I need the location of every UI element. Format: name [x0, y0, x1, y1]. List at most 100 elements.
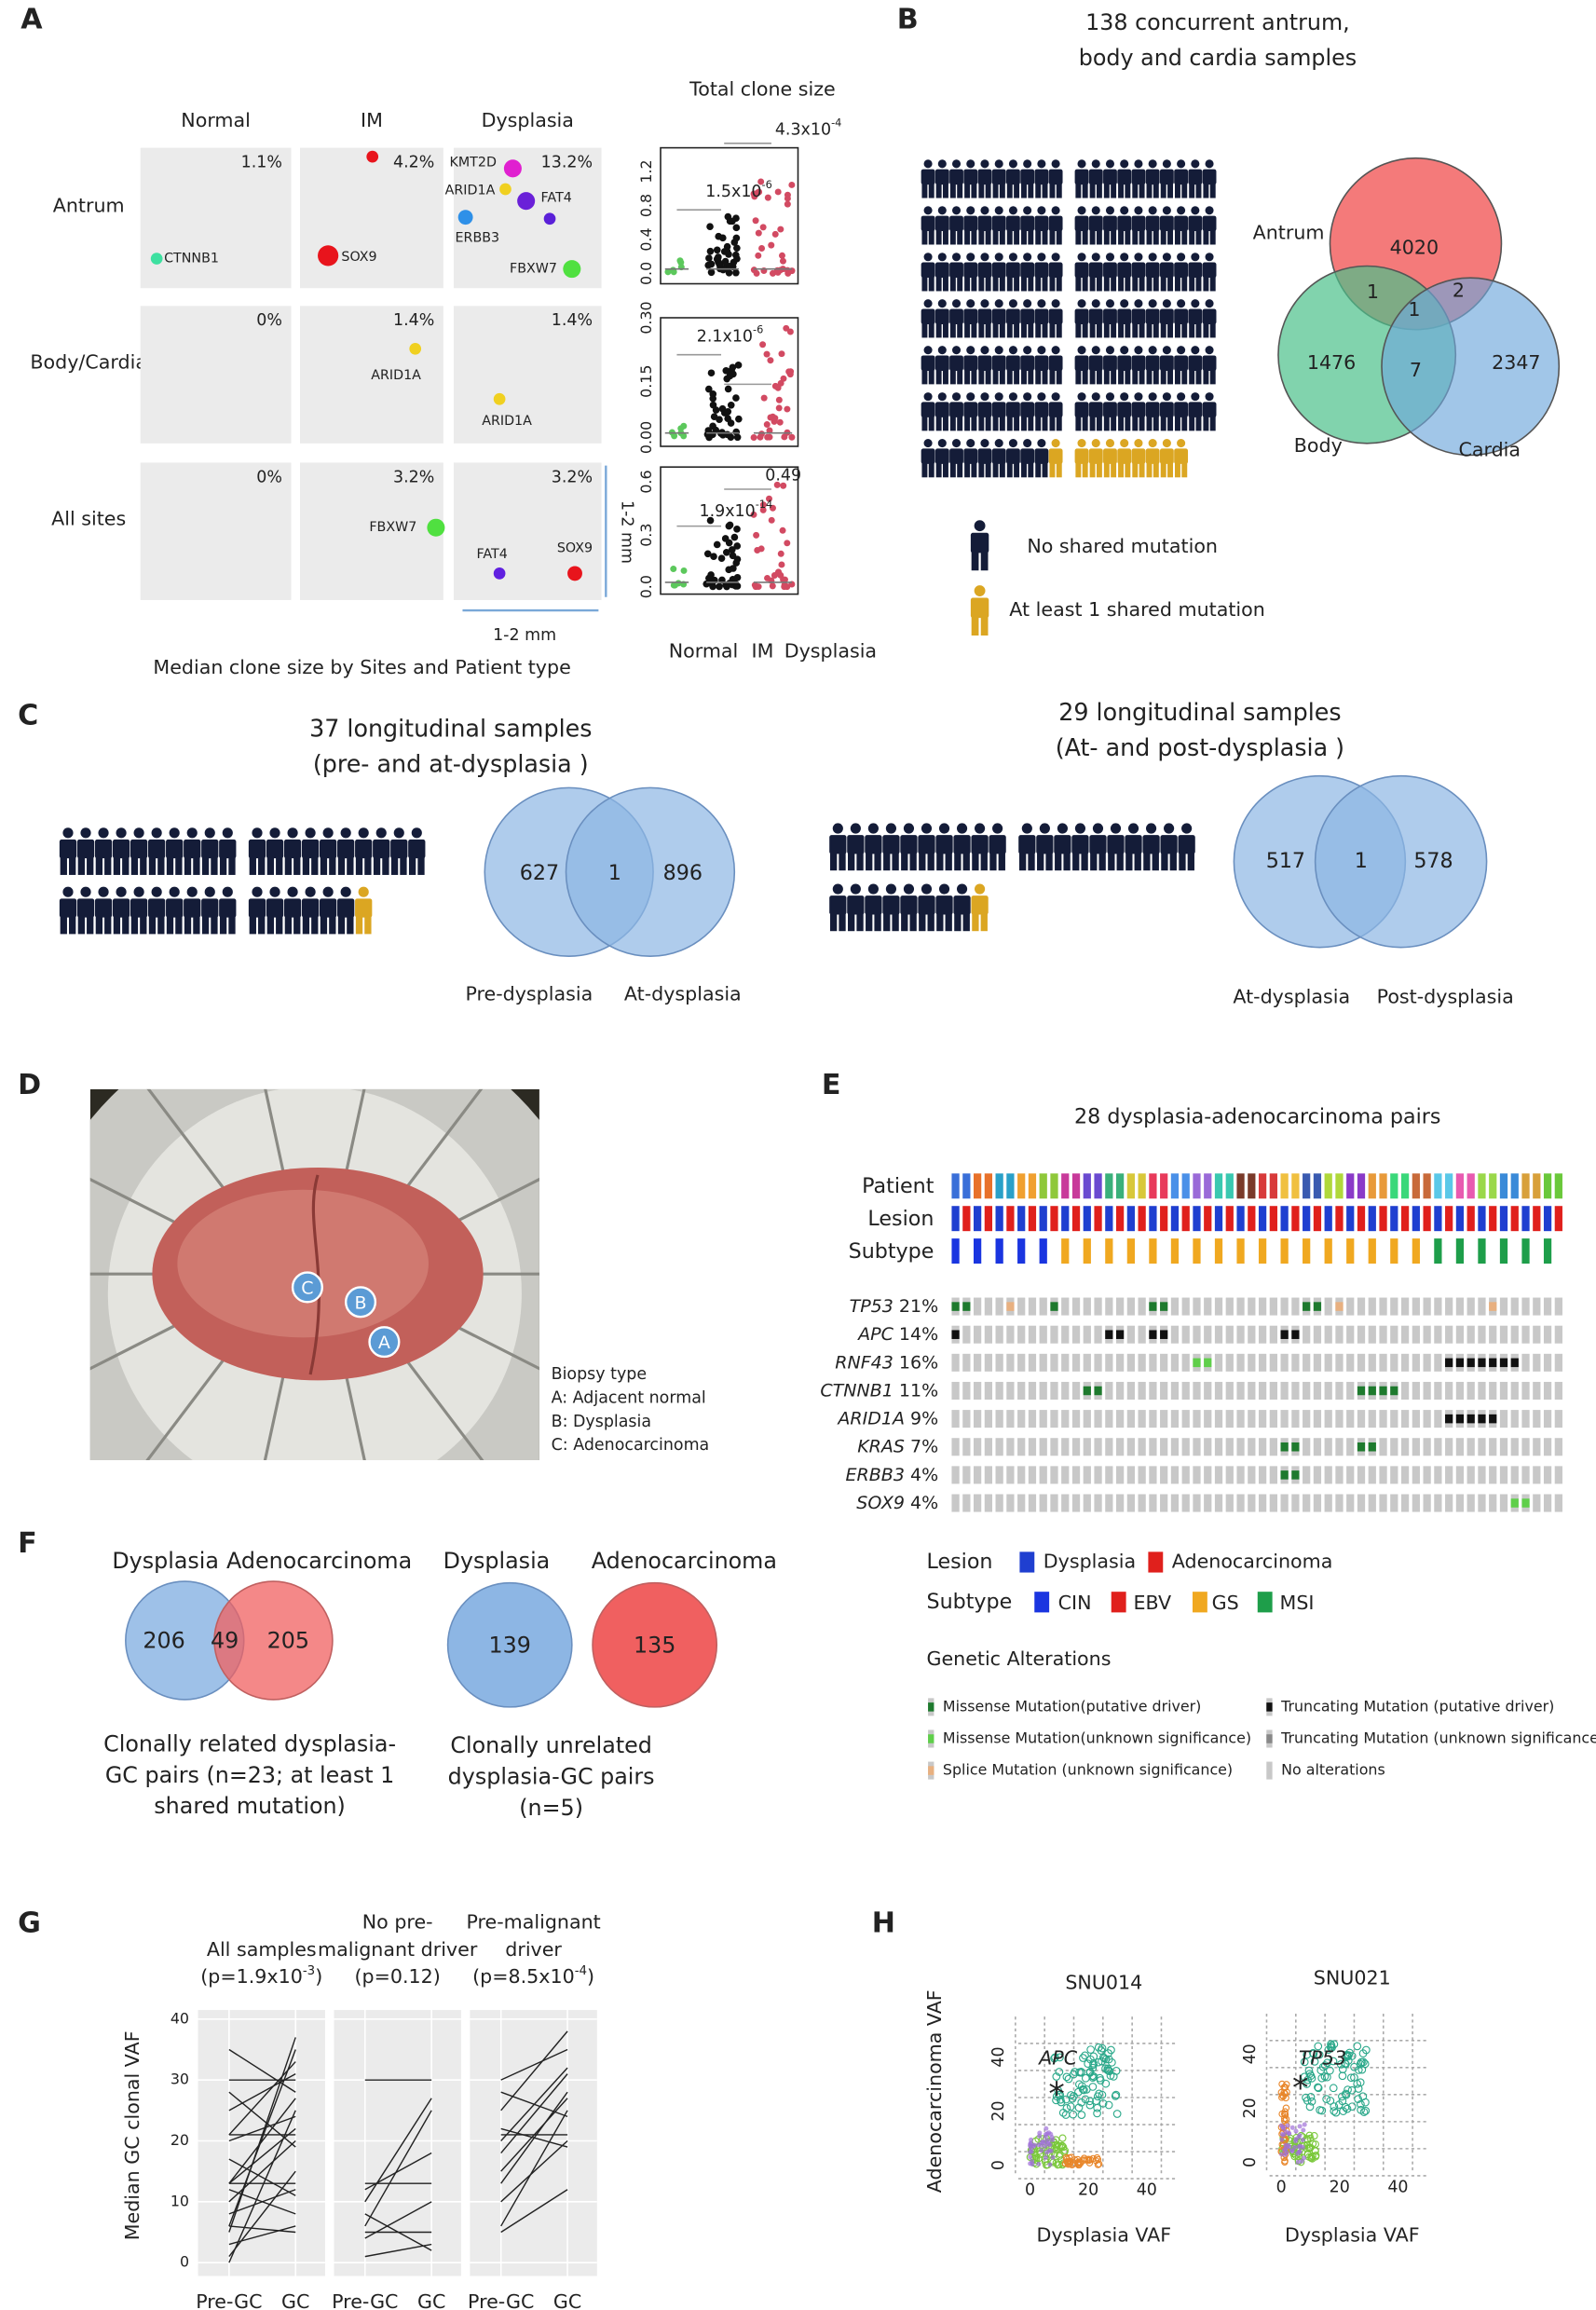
- venn-count: 1: [608, 861, 621, 885]
- site-box: [140, 147, 292, 289]
- empty-cell: [1225, 1494, 1234, 1512]
- legend-text: Missense Mutation(unknown significance): [943, 1729, 1251, 1746]
- icon-body: [1074, 402, 1089, 417]
- percent-label: 4.2%: [393, 153, 434, 171]
- icon-leg: [978, 183, 985, 198]
- icon-leg: [95, 855, 103, 875]
- pair-line: [500, 2048, 568, 2081]
- legend-text: A: Adjacent normal: [552, 1388, 706, 1407]
- icon-leg: [949, 321, 956, 338]
- icon-leg: [1075, 275, 1082, 292]
- icon-head: [62, 886, 74, 897]
- empty-cell: [1236, 1325, 1245, 1344]
- gene-name: SOX9: [856, 1493, 905, 1513]
- point: [1086, 2045, 1096, 2054]
- empty-cell: [1335, 1494, 1344, 1512]
- icon-head: [133, 827, 144, 839]
- icon-leg: [1021, 183, 1027, 198]
- patient-cell: [1181, 1173, 1190, 1199]
- icon-head: [1127, 823, 1139, 834]
- caption: dysplasia-GC pairs: [448, 1764, 655, 1790]
- icon-head: [340, 886, 351, 897]
- icon-body: [1131, 262, 1146, 279]
- x-tick-label: 0: [1276, 2178, 1287, 2196]
- icon-leg: [936, 911, 944, 932]
- icon-leg: [839, 851, 846, 871]
- icon-leg: [1209, 228, 1216, 245]
- empty-cell: [1390, 1494, 1398, 1512]
- icon-leg: [1103, 415, 1110, 431]
- panel-title: (At- and post-dysplasia ): [1056, 733, 1344, 761]
- patient-cell: [1489, 1173, 1497, 1199]
- dot: [757, 545, 765, 553]
- empty-cell: [1357, 1410, 1366, 1428]
- lesion-cell: [951, 1206, 960, 1232]
- icon-head: [1120, 299, 1129, 308]
- icon-head: [1205, 159, 1214, 169]
- empty-cell: [1412, 1325, 1420, 1344]
- superscript: -6: [762, 178, 772, 191]
- venn-set: [446, 1581, 573, 1708]
- icon-leg: [957, 228, 963, 245]
- icon-head: [1148, 439, 1157, 448]
- patient-cell: [1214, 1173, 1223, 1199]
- empty-cell: [1017, 1494, 1026, 1512]
- tick-label: 0.00: [637, 421, 655, 454]
- icon-leg: [985, 461, 991, 478]
- alteration-cell: [951, 1302, 960, 1311]
- axis-title: Dysplasia VAF: [1037, 2224, 1172, 2247]
- icon-body: [934, 448, 949, 464]
- empty-cell: [1269, 1410, 1277, 1428]
- icon-body: [1048, 402, 1063, 417]
- icon-head: [393, 827, 404, 839]
- icon-leg: [347, 855, 354, 875]
- empty-cell: [1533, 1353, 1541, 1372]
- gene-label: KRAS 7%: [857, 1436, 938, 1456]
- icon-head: [1091, 159, 1100, 169]
- dot: [733, 433, 742, 442]
- icon-body: [1174, 448, 1189, 464]
- icon-body: [949, 308, 963, 324]
- icon-leg: [978, 461, 985, 478]
- icon-leg: [1203, 321, 1209, 338]
- point: [1055, 2090, 1063, 2099]
- empty-cell: [1039, 1353, 1047, 1372]
- subtype-cell: [1455, 1238, 1465, 1264]
- lesion-cell: [1445, 1206, 1453, 1232]
- icon-leg: [971, 228, 977, 245]
- venn-set: [1314, 774, 1488, 949]
- gene-label: KMT2D: [449, 155, 496, 170]
- empty-cell: [1149, 1353, 1157, 1372]
- icon-body: [1088, 215, 1103, 232]
- clone-dot: [563, 260, 581, 279]
- pin: [401, 1088, 484, 1195]
- empty-cell: [1138, 1297, 1146, 1316]
- dot: [705, 254, 713, 262]
- icon-body: [949, 448, 963, 464]
- lesion-cell: [984, 1206, 993, 1232]
- pin: [440, 1317, 539, 1371]
- icon-head: [951, 392, 962, 402]
- empty-cell: [1489, 1466, 1497, 1484]
- dot: [760, 394, 768, 402]
- panel-bg: [198, 2010, 325, 2276]
- legend-text: Dysplasia: [1044, 1550, 1136, 1572]
- icon-leg: [417, 855, 425, 875]
- icon-leg: [1075, 461, 1082, 478]
- point: [1069, 2110, 1078, 2119]
- empty-cell: [1466, 1494, 1475, 1512]
- icon-head: [1091, 299, 1100, 308]
- text-part: malignant driver: [318, 1938, 478, 1961]
- pair-line: [228, 2225, 296, 2246]
- dot: [776, 267, 784, 274]
- icon-leg: [1209, 415, 1216, 431]
- icon-head: [1008, 392, 1017, 402]
- alteration-cell: [962, 1302, 971, 1311]
- alteration-cell: [1445, 1414, 1453, 1424]
- icon-head: [1023, 253, 1032, 262]
- empty-cell: [1554, 1297, 1562, 1316]
- point: [1098, 2057, 1106, 2066]
- icon-leg: [919, 851, 926, 871]
- empty-cell: [1258, 1466, 1267, 1484]
- icon-leg: [1089, 275, 1096, 292]
